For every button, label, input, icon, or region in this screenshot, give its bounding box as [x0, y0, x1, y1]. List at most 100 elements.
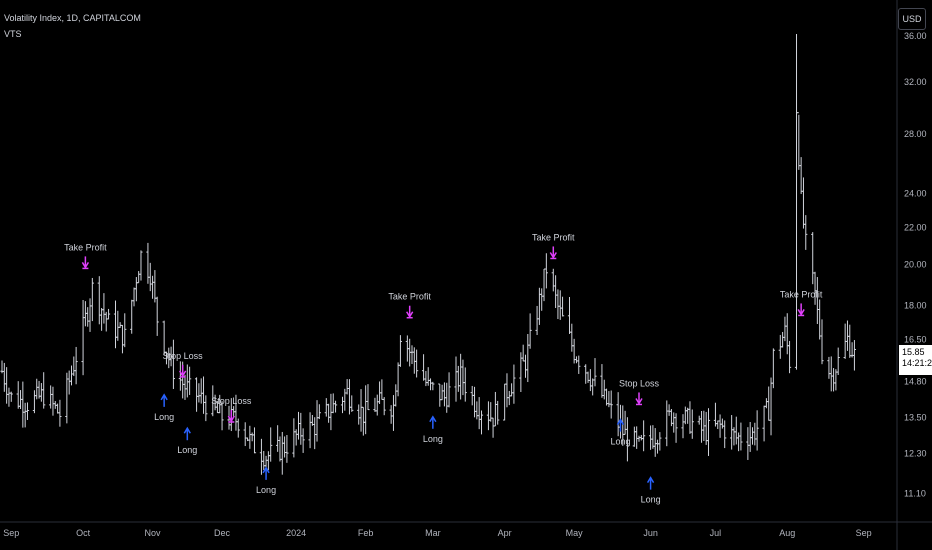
ohlc-bar [120, 324, 125, 354]
time-axis[interactable]: Sep Oct Nov Dec 2024 Feb Mar Apr May Jun Jul Aug Sep [3, 528, 871, 538]
long-arrow-head [183, 426, 191, 434]
ohlc-bar [783, 316, 787, 342]
ohlc-bar [280, 431, 284, 475]
ohlc-bar [375, 394, 379, 416]
ohlc-bar [845, 320, 850, 351]
ohlc-bar [651, 425, 655, 449]
ohlc-bar [493, 391, 497, 427]
ohlc-bar [706, 408, 711, 456]
ohlc-bar [737, 432, 741, 452]
ohlc-bar [554, 275, 558, 308]
ohlc-bar [394, 384, 398, 407]
ohlc-bar [317, 404, 321, 420]
ohlc-bar [262, 450, 266, 471]
exit-signal: Take Profit [388, 292, 431, 319]
ohlc-bar [794, 33, 799, 370]
ohlc-bar [836, 347, 840, 376]
price-axis[interactable]: 11.10 12.30 13.50 14.80 16.50 18.00 20.00 22.00… [904, 31, 927, 498]
currency-button[interactable]: USD [898, 8, 926, 30]
ohlc-bar [588, 369, 592, 392]
exit-signal: Take Profit [780, 289, 823, 317]
ohlc-bar [201, 376, 206, 414]
ohlc-bar [315, 400, 319, 442]
ohlc-bar [345, 379, 349, 395]
ohlc-bar [150, 275, 155, 299]
price-tick-label: 22.00 [904, 223, 927, 233]
exit-arrow-head [797, 309, 805, 316]
ohlc-bar [134, 277, 138, 302]
ohlc-bar [586, 371, 590, 383]
ohlc-bar [447, 372, 451, 408]
ohlc-bar [81, 299, 85, 376]
ohlc-bar [299, 412, 303, 445]
time-tick-label: Nov [145, 528, 162, 538]
ohlc-bar [507, 390, 511, 406]
ohlc-bars [0, 33, 857, 478]
ohlc-bar [540, 288, 544, 311]
ohlc-bar [730, 415, 734, 450]
ohlc-bar [9, 391, 13, 402]
long-signal: Long [256, 466, 276, 495]
ohlc-bar [148, 262, 152, 292]
signal-label: Take Profit [64, 242, 107, 252]
time-tick-label: Apr [498, 528, 512, 538]
ohlc-bar [584, 364, 588, 384]
ohlc-bar [461, 359, 465, 396]
indicator-label[interactable]: VTS [4, 29, 22, 39]
exit-arrow-head [635, 398, 643, 405]
price-tick-label: 18.00 [904, 301, 927, 311]
ohlc-bar [67, 370, 71, 395]
ohlc-bar [491, 417, 495, 438]
ohlc-bar [811, 232, 815, 285]
ohlc-bar [380, 379, 384, 400]
ohlc-bar [653, 428, 657, 457]
ohlc-bar [574, 356, 579, 364]
ohlc-bar [391, 395, 396, 431]
price-tick-label: 11.10 [904, 488, 926, 498]
ohlc-bar [635, 426, 639, 449]
ohlc-bar [16, 381, 20, 409]
ohlc-bar [123, 313, 127, 348]
ohlc-bar [424, 370, 428, 387]
ohlc-bar [65, 372, 69, 424]
signal-label: Long [256, 485, 276, 495]
price-tick-label: 16.50 [904, 334, 927, 344]
ohlc-bar [848, 324, 852, 358]
ohlc-bar [178, 361, 182, 391]
ohlc-bar [505, 373, 509, 408]
ohlc-bar [567, 297, 572, 334]
ohlc-bar [769, 377, 773, 436]
ohlc-bar [556, 289, 560, 320]
ohlc-bar [343, 388, 347, 411]
ohlc-bar [815, 277, 819, 325]
ohlc-bar [197, 383, 201, 403]
ohlc-bar [194, 377, 199, 412]
ohlc-bar [642, 420, 646, 452]
ohlc-bar [72, 356, 76, 377]
ohlc-bar [827, 356, 831, 379]
ohlc-bar [852, 340, 857, 371]
ohlc-bar [86, 307, 90, 327]
ohlc-bar [389, 405, 393, 424]
ohlc-bar [512, 364, 516, 404]
ohlc-bar [431, 381, 435, 391]
ohlc-bar [333, 400, 338, 413]
ohlc-bar [97, 276, 101, 325]
ohlc-bar [324, 398, 328, 417]
ohlc-bar [820, 319, 824, 365]
ohlc-bar [637, 435, 641, 442]
ohlc-bar [648, 425, 653, 450]
ohlc-bar [526, 333, 530, 383]
time-tick-label: Jun [643, 528, 658, 538]
price-tick-label: 28.00 [904, 129, 927, 139]
ohlc-bar [558, 290, 562, 320]
ohlc-bar [347, 379, 352, 415]
ohlc-bar [591, 378, 595, 396]
exit-signal: Stop Loss [619, 378, 660, 406]
ohlc-bar [454, 356, 458, 402]
ohlc-bar [301, 428, 305, 453]
ohlc-bar [632, 426, 636, 447]
price-tick-label: 12.30 [904, 449, 927, 459]
ohlc-bar [74, 346, 78, 385]
